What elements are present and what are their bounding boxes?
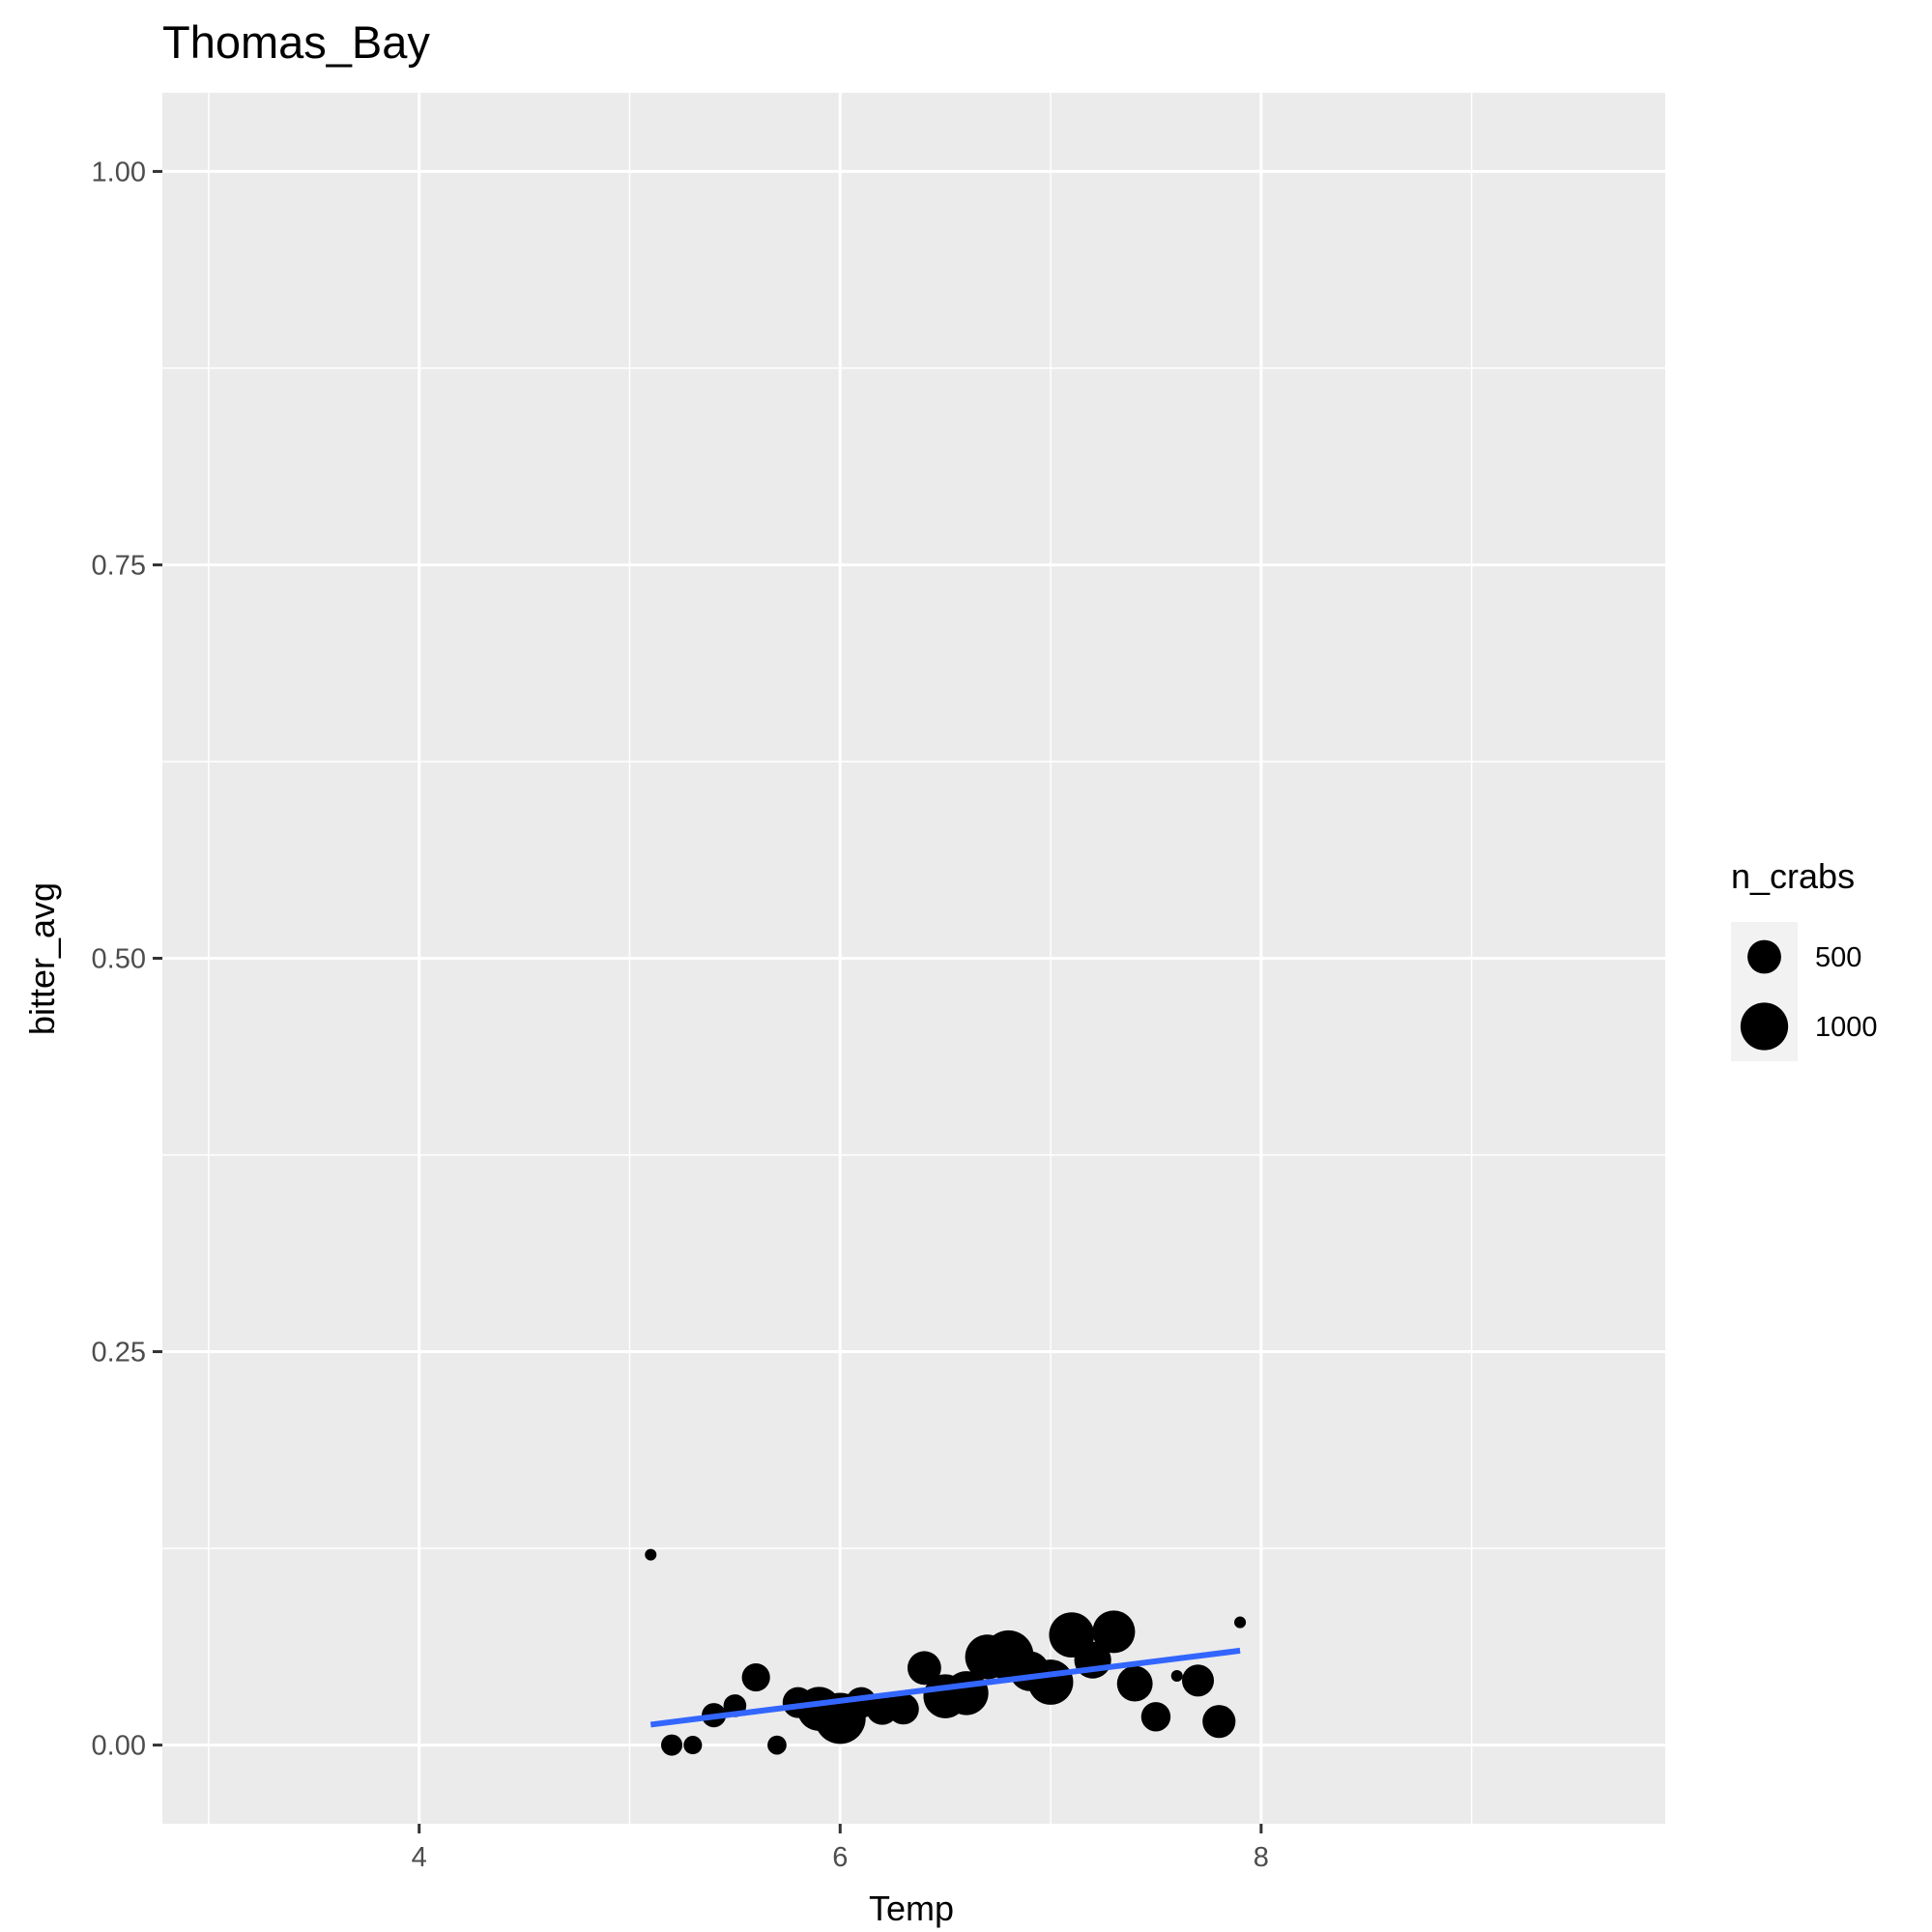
data-point (1140, 1702, 1171, 1732)
x-axis-title: Temp (869, 1889, 954, 1928)
data-point (767, 1735, 787, 1755)
y-axis-title: bitter_avg (22, 882, 62, 1035)
y-tick-label: 0.50 (92, 944, 146, 975)
data-point (1170, 1669, 1183, 1682)
x-tick-label: 8 (1254, 1842, 1269, 1873)
chart-title: Thomas_Bay (162, 16, 430, 68)
legend-keys: 500 1000 (1731, 922, 1878, 1061)
y-tick-label: 1.00 (92, 157, 146, 187)
x-tick-label: 6 (832, 1842, 848, 1873)
y-tick-label: 0.25 (92, 1338, 146, 1369)
data-point (1116, 1665, 1153, 1702)
legend-label: 500 (1815, 942, 1861, 973)
trend-line (649, 1647, 1241, 1728)
data-point (1202, 1705, 1236, 1739)
data-point (1234, 1616, 1247, 1629)
legend-key-point (1747, 939, 1781, 974)
legend-title: n_crabs (1731, 856, 1855, 896)
y-tick-label: 0.75 (92, 550, 146, 581)
x-tick-label: 4 (412, 1842, 427, 1873)
y-tick-label: 0.00 (92, 1731, 146, 1762)
data-point (887, 1692, 919, 1725)
data-point (907, 1651, 941, 1686)
legend-label: 1000 (1815, 1012, 1878, 1043)
size-legend: n_crabs 500 1000 (1731, 856, 1878, 1061)
data-point (683, 1736, 703, 1755)
data-point (1027, 1659, 1074, 1705)
data-point (1092, 1610, 1136, 1654)
data-point (645, 1548, 657, 1561)
data-point (1181, 1664, 1215, 1697)
major-grid (162, 93, 1665, 1824)
data-point (661, 1734, 683, 1756)
x-axis: 4 6 8 (412, 1824, 1269, 1873)
legend-key-point (1740, 1002, 1789, 1051)
y-axis: 0.00 0.25 0.50 0.75 1.00 (92, 157, 162, 1762)
data-point (741, 1662, 770, 1692)
